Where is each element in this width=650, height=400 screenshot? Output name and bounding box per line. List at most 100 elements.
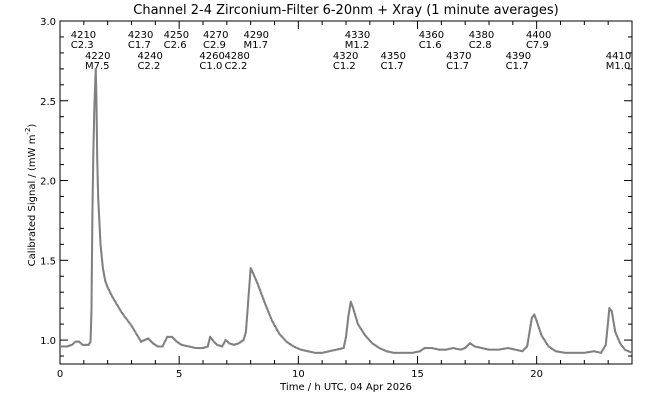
data-point bbox=[248, 284, 251, 287]
data-point bbox=[569, 351, 572, 354]
data-point bbox=[244, 333, 247, 336]
data-point bbox=[238, 341, 241, 344]
data-point bbox=[394, 351, 397, 354]
data-point bbox=[98, 219, 101, 222]
data-point bbox=[344, 340, 347, 343]
data-point bbox=[620, 344, 623, 347]
data-point bbox=[91, 195, 94, 198]
data-point bbox=[89, 340, 92, 343]
data-point bbox=[106, 286, 109, 289]
data-point bbox=[257, 284, 260, 287]
data-point bbox=[92, 142, 95, 145]
data-point bbox=[164, 339, 167, 342]
data-point bbox=[90, 260, 93, 263]
data-point bbox=[348, 306, 351, 309]
data-point bbox=[133, 330, 136, 333]
data-point bbox=[97, 192, 100, 195]
data-point bbox=[262, 299, 265, 302]
flare-class: M1.7 bbox=[244, 40, 269, 51]
data-point bbox=[91, 201, 94, 204]
data-point bbox=[151, 342, 154, 345]
data-point bbox=[535, 318, 538, 321]
data-point bbox=[356, 323, 359, 326]
data-point bbox=[606, 322, 609, 325]
data-point bbox=[145, 338, 148, 341]
data-point bbox=[93, 91, 96, 94]
data-point bbox=[366, 336, 369, 339]
data-point bbox=[611, 314, 614, 317]
data-point bbox=[94, 74, 97, 77]
data-point bbox=[96, 189, 99, 192]
data-point bbox=[572, 351, 575, 354]
data-point bbox=[363, 333, 366, 336]
data-point bbox=[91, 182, 94, 185]
flare-number: 4380 bbox=[469, 30, 494, 41]
data-point bbox=[315, 351, 318, 354]
data-point bbox=[95, 115, 98, 118]
data-point bbox=[91, 177, 94, 180]
data-point bbox=[90, 265, 93, 268]
data-point bbox=[91, 228, 94, 231]
data-point bbox=[311, 351, 314, 354]
data-point bbox=[603, 346, 606, 349]
data-point bbox=[437, 348, 440, 351]
data-point bbox=[161, 345, 164, 348]
data-point bbox=[90, 264, 93, 267]
data-point bbox=[221, 345, 224, 348]
data-point bbox=[104, 280, 107, 283]
data-point bbox=[103, 277, 106, 280]
data-point bbox=[124, 317, 127, 320]
data-point bbox=[89, 337, 92, 340]
data-point bbox=[422, 347, 425, 350]
data-point bbox=[349, 303, 352, 306]
data-point bbox=[245, 324, 248, 327]
data-point bbox=[112, 297, 115, 300]
data-point bbox=[105, 283, 108, 286]
data-point bbox=[90, 324, 93, 327]
data-point bbox=[561, 351, 564, 354]
data-point bbox=[92, 136, 95, 139]
data-point bbox=[531, 315, 534, 318]
data-point bbox=[590, 350, 593, 353]
data-point bbox=[410, 351, 413, 354]
data-point bbox=[519, 349, 522, 352]
y-tick-label: 1.5 bbox=[40, 256, 56, 267]
data-point bbox=[266, 309, 269, 312]
data-point bbox=[98, 232, 101, 235]
data-point bbox=[95, 110, 98, 113]
data-point bbox=[91, 176, 94, 179]
data-point bbox=[302, 349, 305, 352]
data-point bbox=[155, 344, 158, 347]
data-point bbox=[247, 291, 250, 294]
data-point bbox=[377, 346, 380, 349]
data-point bbox=[223, 341, 226, 344]
data-point bbox=[95, 107, 98, 110]
data-point bbox=[178, 342, 181, 345]
data-point bbox=[134, 331, 137, 334]
data-point bbox=[338, 348, 341, 350]
data-point bbox=[247, 292, 250, 295]
data-point bbox=[59, 345, 61, 348]
data-point bbox=[443, 348, 446, 351]
data-point bbox=[138, 338, 141, 341]
data-point bbox=[95, 131, 98, 134]
data-point bbox=[486, 348, 489, 351]
data-point bbox=[265, 306, 268, 309]
data-point bbox=[430, 347, 433, 350]
data-point bbox=[93, 118, 96, 121]
data-point bbox=[96, 174, 99, 177]
data-point bbox=[268, 312, 271, 315]
data-point bbox=[98, 228, 101, 231]
data-point bbox=[608, 310, 611, 312]
data-point bbox=[98, 214, 101, 217]
data-point bbox=[459, 348, 462, 351]
data-point bbox=[306, 350, 309, 353]
data-point bbox=[95, 93, 98, 96]
data-point bbox=[322, 351, 325, 354]
data-point bbox=[625, 349, 628, 352]
data-point bbox=[452, 347, 455, 350]
data-point bbox=[606, 324, 609, 327]
data-point bbox=[97, 201, 100, 204]
data-point bbox=[237, 342, 240, 345]
data-point bbox=[158, 345, 161, 348]
